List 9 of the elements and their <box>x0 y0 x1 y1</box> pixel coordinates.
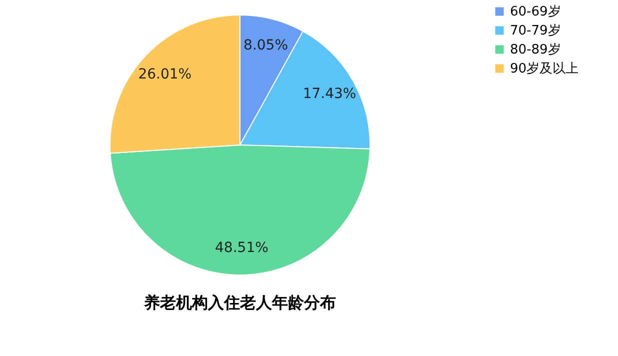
text: 养老机构入住老人年龄分布 <box>143 293 336 312</box>
legend-label: 80-89岁 <box>510 42 561 58</box>
legend-label: 60-69岁 <box>510 4 561 20</box>
data-label: 26.01% <box>138 66 192 83</box>
legend-label: 70-79岁 <box>510 24 561 38</box>
data-label: 8.05% <box>244 37 288 54</box>
legend-label: 90岁及以上 <box>510 62 579 76</box>
data-label: 48.51% <box>215 240 268 256</box>
data-label: 17.43% <box>302 86 356 102</box>
